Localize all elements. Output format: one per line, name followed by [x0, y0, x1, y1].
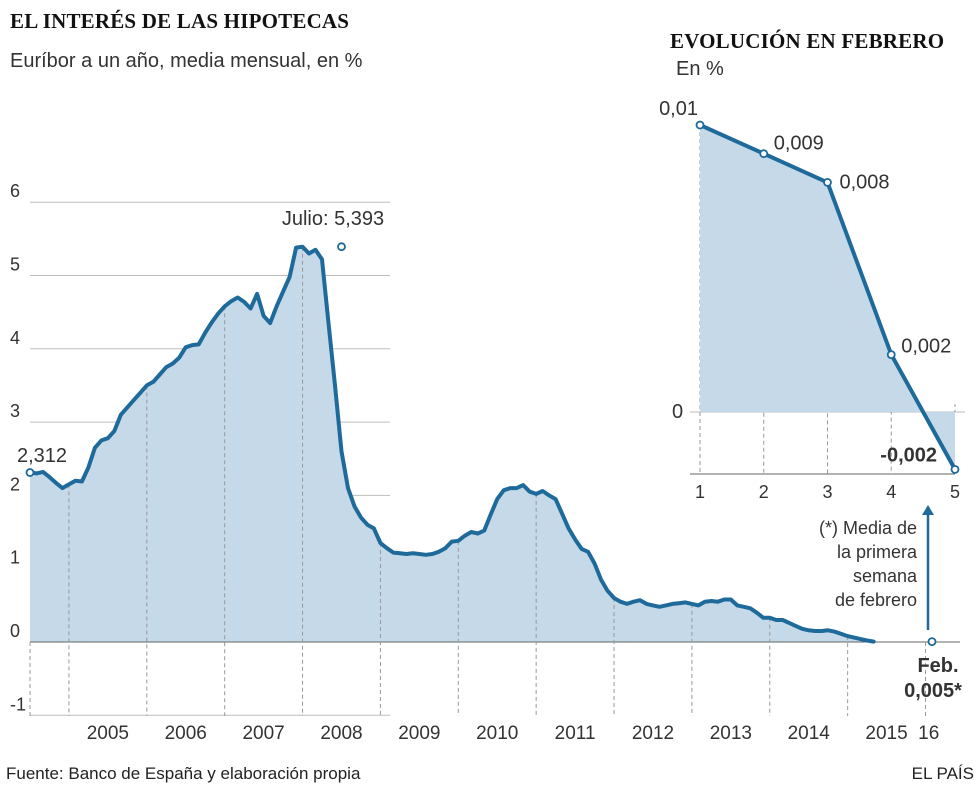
y-tick-label: 0: [10, 621, 20, 641]
inset-x-tick-label: 1: [695, 482, 705, 502]
y-tick-label: 1: [10, 548, 20, 568]
y-tick-label: 5: [10, 255, 20, 275]
y-tick-label: 6: [10, 181, 20, 201]
x-tick-label: 2005: [87, 723, 129, 744]
main-line: [28, 244, 876, 644]
main-chart-subtitle: Euríbor a un año, media mensual, en %: [10, 50, 363, 72]
x-tick-label: 2007: [242, 723, 284, 744]
inset-y-ticks: 0: [672, 401, 683, 423]
y-tick-label: -1: [10, 694, 26, 714]
inset-data-label: 0,009: [774, 133, 824, 155]
x-tick-label: 2010: [476, 723, 518, 744]
brand-logo: EL PAÍS: [911, 764, 974, 783]
footnote-line-4: de febrero: [835, 590, 917, 610]
peak-label: Julio: 5,393: [282, 208, 384, 230]
inset-data-point: [950, 464, 960, 474]
x-tick-label: 2014: [788, 723, 831, 744]
inset-data-point: [823, 177, 832, 187]
y-tick-label: 3: [10, 401, 20, 421]
inset-chart-subtitle: En %: [676, 58, 724, 80]
main-series-line: [28, 244, 876, 644]
inset-data-label: 0,002: [901, 336, 951, 358]
inset-x-tick-label: 2: [759, 482, 769, 502]
main-area-fill: [30, 246, 874, 642]
x-tick-label: 16: [918, 723, 939, 744]
footnote-arrow-head: [922, 505, 934, 515]
source-text: Fuente: Banco de España y elaboración pr…: [6, 764, 361, 783]
inset-labels: 0,01 0,009 0,008 0,002 -0,002: [659, 98, 951, 466]
x-tick-label: 2011: [555, 723, 596, 744]
x-tick-label: 2006: [165, 723, 207, 744]
highlight-point: [25, 468, 35, 477]
x-tick-label: 2015: [865, 723, 907, 744]
inset-data-point: [695, 120, 705, 130]
inset-points: [695, 120, 960, 474]
highlight-point: [927, 637, 937, 647]
inset-area-positive: [700, 125, 924, 412]
main-chart-title: EL INTERÉS DE LAS HIPOTECAS: [10, 9, 350, 33]
inset-x-ticks: 1 2 3 4 5: [695, 482, 960, 502]
main-x-ticks: 2005 2006 2007 2008 2009 2010 2011 2012 2013 2014…: [87, 723, 940, 744]
main-area: [30, 246, 874, 642]
inset-y-tick-label: 0: [672, 401, 683, 423]
x-tick-label: 2013: [710, 723, 752, 744]
inset-data-label: 0,008: [840, 171, 890, 193]
highlight-point: [337, 242, 346, 252]
main-x-gridlines: [29, 246, 960, 716]
x-tick-label: 2008: [320, 723, 362, 744]
start-value-label: 2,312: [17, 445, 67, 467]
main-y-ticks: -1 0 1 2 3 4 5 6: [10, 181, 26, 714]
final-month-label: Feb.: [917, 655, 958, 677]
inset-x-tick-label: 5: [950, 482, 960, 502]
y-tick-label: 2: [10, 474, 20, 494]
footnote-line-1: (*) Media de: [819, 518, 917, 538]
inset-data-point: [759, 149, 769, 159]
x-tick-label: 2009: [398, 723, 440, 744]
inset-x-tick-label: 4: [886, 482, 896, 502]
inset-data-point: [886, 350, 896, 360]
y-tick-label: 4: [10, 328, 20, 348]
main-annotations: Julio: 5,393 2,312 Feb. 0,005* (*) Media…: [17, 208, 962, 702]
final-value-label: 0,005*: [904, 680, 962, 702]
footnote-line-3: semana: [853, 566, 918, 586]
inset-data-label: -0,002: [880, 444, 937, 466]
inset-chart-title: EVOLUCIÓN EN FEBRERO: [670, 29, 945, 53]
inset-data-label: 0,01: [659, 98, 698, 120]
inset-x-tick-label: 3: [822, 482, 832, 502]
x-tick-label: 2012: [632, 723, 674, 744]
footnote-line-2: la primera: [837, 542, 918, 562]
